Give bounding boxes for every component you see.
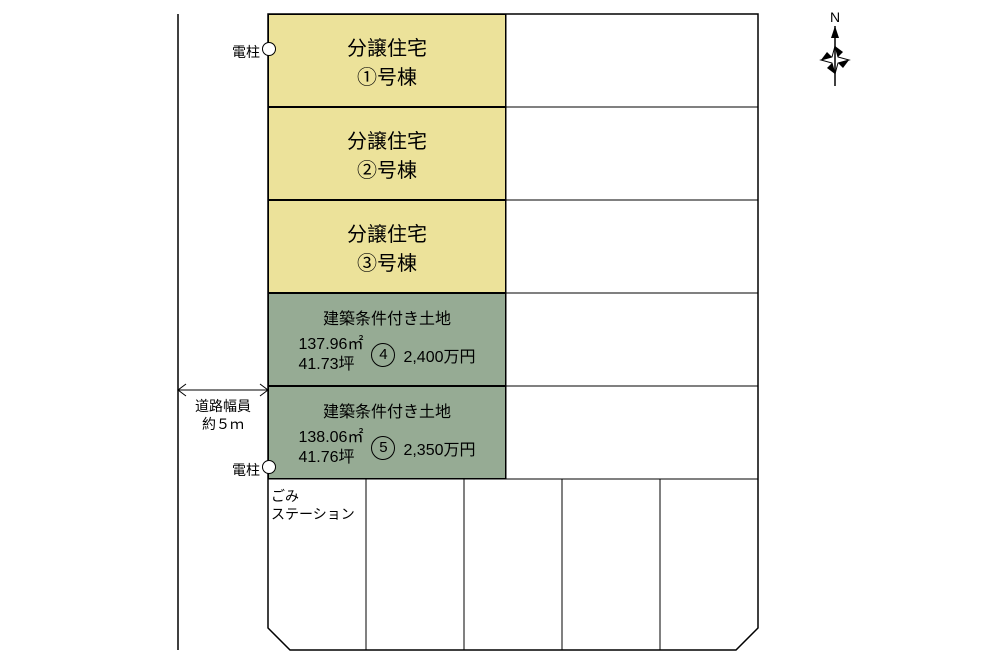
utility-pole-label-2: 電柱: [232, 461, 260, 479]
lot-1-title: 分譲住宅: [347, 32, 427, 61]
gomi-station-label: ごみ ステーション: [271, 487, 355, 523]
lot-5-area-tsubo: 41.76坪: [299, 448, 364, 468]
utility-pole-icon: [262, 42, 276, 56]
lot-3-sub: ③号棟: [357, 247, 417, 276]
lot-4-area-m2: 137.96㎡: [299, 335, 364, 355]
lot-4-title: 建築条件付き土地: [323, 305, 451, 329]
lot-4-number-icon: 4: [371, 343, 395, 367]
utility-pole-label-1: 電柱: [232, 43, 260, 61]
lot-5-area-m2: 138.06㎡: [299, 428, 364, 448]
lot-4: 建築条件付き土地 137.96㎡ 41.73坪 4 2,400万円: [268, 293, 506, 386]
lot-3: 分譲住宅 ③号棟: [268, 200, 506, 293]
lot-4-area-tsubo: 41.73坪: [299, 355, 364, 375]
compass-n-label: N: [830, 9, 840, 25]
road-width-label: 道路幅員 約５ｍ: [178, 397, 268, 433]
lot-5-price: 2,350万円: [403, 436, 475, 460]
lot-2-sub: ②号棟: [357, 154, 417, 183]
lot-5-number-icon: 5: [371, 436, 395, 460]
lot-2-title: 分譲住宅: [347, 125, 427, 154]
lot-1-sub: ①号棟: [357, 61, 417, 90]
lot-5-title: 建築条件付き土地: [323, 398, 451, 422]
lot-4-price: 2,400万円: [403, 343, 475, 367]
compass-icon: N: [805, 8, 865, 98]
utility-pole-icon: [262, 460, 276, 474]
lot-2: 分譲住宅 ②号棟: [268, 107, 506, 200]
lot-3-title: 分譲住宅: [347, 218, 427, 247]
lot-5: 建築条件付き土地 138.06㎡ 41.76坪 5 2,350万円: [268, 386, 506, 479]
lot-1: 分譲住宅 ①号棟: [268, 14, 506, 107]
site-plan: 分譲住宅 ①号棟 分譲住宅 ②号棟 分譲住宅 ③号棟 建築条件付き土地 137.…: [0, 0, 1000, 667]
